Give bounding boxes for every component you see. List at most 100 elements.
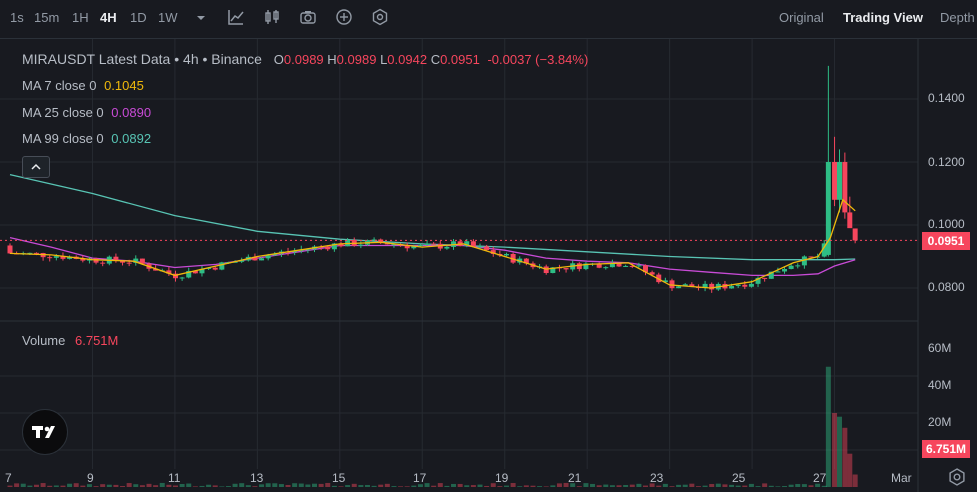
date-axis-label: 25 <box>732 471 746 485</box>
candle-body <box>424 243 430 246</box>
close-label: C <box>430 52 441 67</box>
high-value: 0.0989 <box>336 52 377 67</box>
candle-body <box>126 262 132 264</box>
view-trading-view-tab[interactable]: Trading View <box>843 10 923 25</box>
volume-label: Volume <box>22 333 66 348</box>
tradingview-logo-icon <box>32 426 55 438</box>
candle-body <box>417 245 423 247</box>
volume-bar <box>636 483 642 487</box>
date-axis-label: 27 <box>813 471 827 485</box>
volume-bar <box>358 485 364 487</box>
tradingview-logo[interactable] <box>22 409 68 455</box>
candle-body <box>788 265 794 269</box>
timeframe-1s[interactable]: 1s <box>10 10 24 25</box>
volume-bar <box>252 486 258 487</box>
volume-bar <box>550 485 556 487</box>
candle-body <box>411 245 417 249</box>
volume-bar <box>73 483 79 487</box>
candle-body <box>470 241 476 247</box>
volume-bar <box>113 484 119 487</box>
candle-body <box>836 162 842 200</box>
ma7-line <box>9 198 856 289</box>
candle-body <box>93 258 99 263</box>
volume-bar <box>682 484 688 487</box>
view-depth-tab[interactable]: Depth <box>940 10 975 25</box>
volume-bar <box>14 483 20 487</box>
chevron-up-icon <box>31 163 41 170</box>
volume-bar <box>590 483 596 487</box>
candle-body <box>852 228 858 241</box>
timeframe-1w[interactable]: 1W <box>158 10 178 25</box>
change-value: -0.0037 (−3.84%) <box>487 52 589 67</box>
collapse-legend-button[interactable] <box>22 156 50 178</box>
timeframe-1d[interactable]: 1D <box>130 10 147 25</box>
volume-bar <box>172 485 178 487</box>
more-timeframes-dropdown-icon[interactable] <box>192 9 210 27</box>
indicators-chart-icon[interactable] <box>227 8 245 26</box>
volume-bar <box>431 485 437 487</box>
volume-bar <box>543 486 549 487</box>
volume-bar <box>259 484 265 487</box>
timeframe-15m[interactable]: 15m <box>34 10 60 25</box>
volume-bar <box>206 484 212 487</box>
candle-body <box>682 284 688 287</box>
timeframe-1h[interactable]: 1H <box>72 10 89 25</box>
volume-bar <box>842 427 848 487</box>
legend-symbol-row: MIRAUSDT Latest Data • 4h • Binance O0.0… <box>22 51 588 67</box>
ma25-label: MA 25 close 0 <box>22 105 104 120</box>
volume-bar <box>179 483 185 487</box>
view-original-tab[interactable]: Original <box>779 10 824 25</box>
candle-body <box>523 258 529 264</box>
candle-body <box>729 286 735 289</box>
volume-bar <box>669 486 675 487</box>
date-axis-label: 19 <box>495 471 509 485</box>
candle-body <box>623 265 629 267</box>
candle-body <box>67 256 73 259</box>
candle-body <box>139 258 145 264</box>
volume-bar <box>27 485 33 487</box>
volume-bar <box>378 484 384 487</box>
chart-settings-gear-icon[interactable] <box>947 467 967 487</box>
candle-body <box>331 243 337 250</box>
volume-bar <box>53 485 59 487</box>
chart-grid <box>0 39 918 469</box>
candle-body <box>616 263 622 267</box>
date-axis-label: 13 <box>250 471 264 485</box>
legend-ma25-row[interactable]: MA 25 close 0 0.0890 <box>22 105 151 120</box>
candle-body <box>768 271 774 279</box>
ma7-line-group <box>9 198 856 289</box>
candle-body <box>239 260 245 262</box>
add-indicator-plus-icon[interactable] <box>335 8 353 26</box>
volume-bar <box>815 483 821 487</box>
candle-body <box>325 246 331 250</box>
candlestick-chart[interactable] <box>0 39 977 492</box>
chart-settings-icon[interactable] <box>371 8 389 26</box>
legend-ma7-row[interactable]: MA 7 close 0 0.1045 <box>22 78 144 93</box>
candle-body <box>801 256 807 266</box>
candle-body <box>510 253 516 263</box>
volume-bar <box>748 483 754 487</box>
candle-body <box>378 239 384 243</box>
price-axis-label: 0.0800 <box>928 280 965 294</box>
price-axis-label: 0.1400 <box>928 91 965 105</box>
low-label: L <box>380 52 388 67</box>
legend-ma99-row[interactable]: MA 99 close 0 0.0892 <box>22 131 151 146</box>
volume-bar <box>836 416 842 487</box>
volume-bar <box>33 484 39 487</box>
volume-bar <box>325 482 331 487</box>
timeframe-4h[interactable]: 4H <box>100 10 117 25</box>
candle-body <box>172 273 178 279</box>
volume-bar <box>166 484 172 487</box>
volume-bar <box>847 453 853 487</box>
volume-bar <box>212 485 218 487</box>
screenshot-camera-icon[interactable] <box>299 8 317 26</box>
volume-bar <box>404 486 410 487</box>
volume-bar <box>510 483 516 487</box>
candle-body <box>735 284 741 287</box>
candlestick-type-icon[interactable] <box>263 8 281 26</box>
volume-bar <box>93 486 99 487</box>
volume-bar <box>795 484 801 487</box>
date-axis-label: 23 <box>650 471 664 485</box>
volume-bar <box>47 485 53 487</box>
candle-body <box>782 268 788 272</box>
